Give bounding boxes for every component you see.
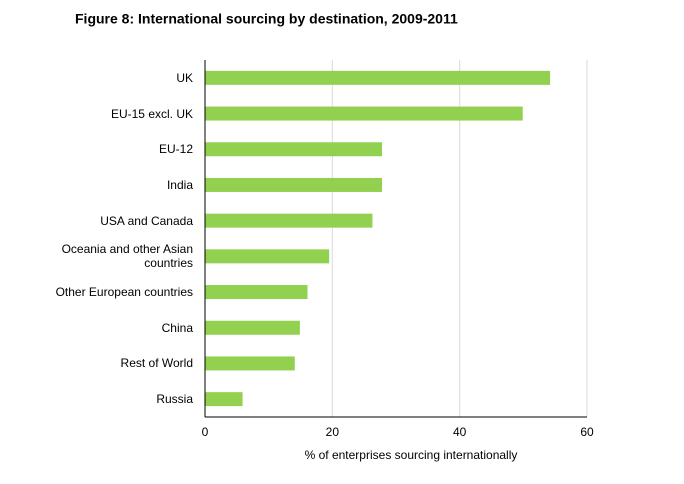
y-tick-label: China	[161, 320, 193, 335]
y-tick-label: Other European countries	[55, 285, 193, 300]
chart-title: Figure 8: International sourcing by dest…	[75, 11, 458, 27]
y-tick-label: EU-12	[158, 142, 193, 157]
bar	[205, 213, 373, 228]
y-tick-label: Russia	[156, 392, 193, 407]
bar	[205, 177, 382, 192]
bar	[205, 106, 523, 121]
y-tick-label: India	[166, 177, 193, 192]
y-tick-label: Oceania and other Asian countries	[61, 242, 193, 271]
bar	[205, 285, 308, 300]
x-tick-label: 40	[453, 425, 467, 439]
y-tick-label: USA and Canada	[100, 213, 193, 228]
bar	[205, 320, 300, 335]
bar	[205, 249, 330, 264]
x-tick-label: 20	[326, 425, 340, 439]
y-tick-label: EU-15 excl. UK	[110, 106, 193, 121]
x-tick-label: 60	[580, 425, 594, 439]
bar	[205, 356, 295, 371]
x-axis-label: % of enterprises sourcing internationall…	[305, 448, 518, 462]
bar	[205, 392, 243, 407]
y-tick-label: Rest of World	[120, 356, 193, 371]
x-tick-label: 0	[202, 425, 209, 439]
bar	[205, 142, 382, 157]
bar	[205, 70, 551, 85]
y-tick-label: UK	[176, 70, 193, 85]
